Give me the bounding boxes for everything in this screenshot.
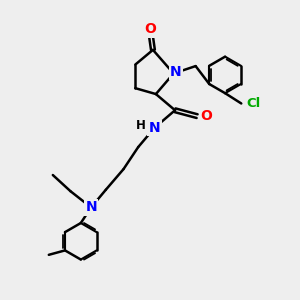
Text: O: O xyxy=(144,22,156,36)
Text: O: O xyxy=(200,109,212,123)
Text: Cl: Cl xyxy=(247,97,261,110)
Text: N: N xyxy=(170,65,182,79)
Text: N: N xyxy=(148,121,160,135)
Text: H: H xyxy=(136,119,146,132)
Text: N: N xyxy=(85,200,97,214)
